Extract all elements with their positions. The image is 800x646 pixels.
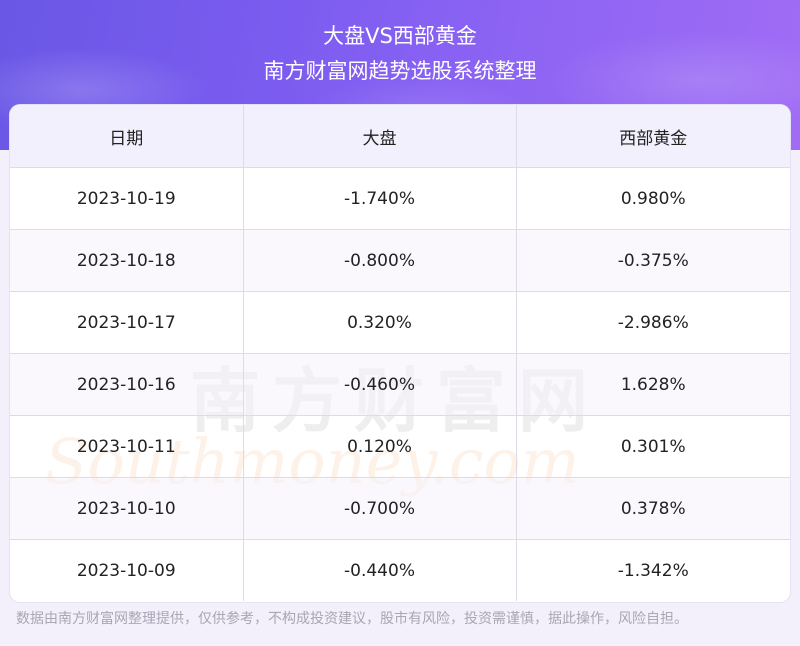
table-row: 2023-10-17 0.320% -2.986% bbox=[10, 291, 790, 354]
stock-change-cell: 0.980% bbox=[516, 167, 790, 230]
market-change-cell: -0.700% bbox=[243, 477, 517, 540]
stock-change-cell: -2.986% bbox=[516, 291, 790, 354]
date-cell: 2023-10-10 bbox=[10, 477, 244, 540]
table-row: 2023-10-16 -0.460% 1.628% bbox=[10, 353, 790, 416]
stock-change-cell: 0.301% bbox=[516, 415, 790, 478]
date-cell: 2023-10-18 bbox=[10, 229, 244, 292]
column-header-market: 大盘 bbox=[243, 105, 517, 168]
stock-change-cell: -1.342% bbox=[617, 560, 689, 581]
stock-change-cell: 1.628% bbox=[516, 353, 790, 416]
header-banner: 大盘VS西部黄金 南方财富网趋势选股系统整理 bbox=[0, 0, 800, 150]
stock-change-cell: 0.378% bbox=[516, 477, 790, 540]
date-cell: 2023-10-17 bbox=[10, 291, 244, 354]
data-card: 南方财富网 Southmoney.com 日期 大盘 西部黄金 2023-10-… bbox=[10, 105, 790, 602]
market-change-cell: 0.320% bbox=[243, 291, 517, 354]
market-change-cell: -0.440% bbox=[243, 539, 517, 601]
table-row: 2023-10-11 0.120% 0.301% bbox=[10, 415, 790, 478]
table-row: 2023-10-09 -0.440% -1.342% bbox=[10, 539, 790, 601]
market-change-cell: -0.800% bbox=[243, 229, 517, 292]
column-header-date: 日期 bbox=[10, 105, 244, 168]
table-header-row: 日期 大盘 西部黄金 bbox=[10, 105, 790, 168]
page-title: 大盘VS西部黄金 bbox=[323, 24, 477, 48]
disclaimer-text: 数据由南方财富网整理提供，仅供参考，不构成投资建议，股市有风险，投资需谨慎，据此… bbox=[16, 611, 688, 627]
table-row: 2023-10-10 -0.700% 0.378% bbox=[10, 477, 790, 540]
table-row: 2023-10-19 -1.740% 0.980% bbox=[10, 167, 790, 230]
market-change-cell: -1.740% bbox=[243, 167, 517, 230]
table-row: 2023-10-18 -0.800% -0.375% bbox=[10, 229, 790, 292]
date-cell: 2023-10-16 bbox=[10, 353, 244, 416]
comparison-table: 日期 大盘 西部黄金 2023-10-19 -1.740% 0.980% 202… bbox=[10, 105, 790, 601]
market-change-cell: 0.120% bbox=[243, 415, 517, 478]
stock-change-cell: -0.375% bbox=[516, 229, 790, 292]
column-header-stock: 西部黄金 bbox=[516, 105, 790, 168]
date-cell: 2023-10-11 bbox=[10, 415, 244, 478]
date-cell: 2023-10-19 bbox=[10, 167, 244, 230]
page-subtitle: 南方财富网趋势选股系统整理 bbox=[263, 59, 537, 83]
date-cell: 2023-10-09 bbox=[10, 539, 244, 601]
market-change-cell: -0.460% bbox=[243, 353, 517, 416]
